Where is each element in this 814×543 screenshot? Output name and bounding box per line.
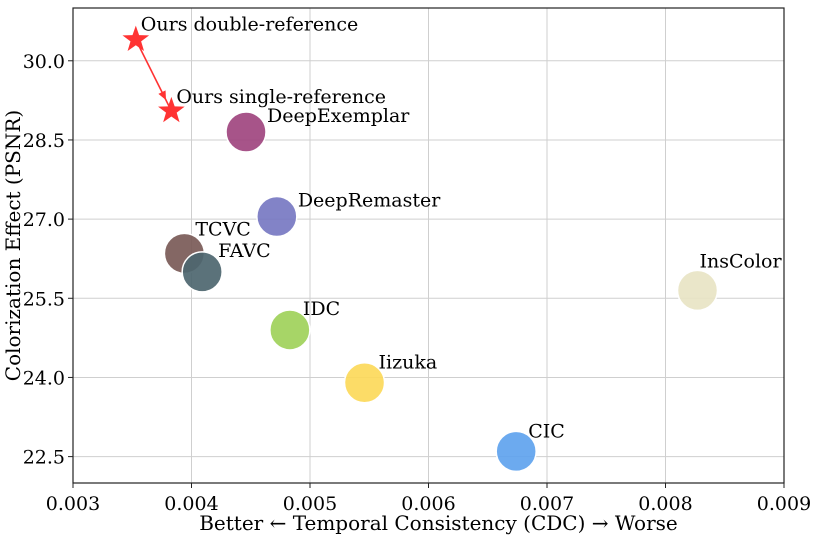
label-idc: IDC [303,298,340,320]
point-deepremaster [256,195,298,238]
y-tick-label: 27.0 [23,209,65,231]
y-tick-label: 28.5 [23,130,65,152]
point-ours-single-reference [158,96,185,123]
point-idc [269,309,311,351]
x-tick-label: 0.006 [401,493,455,515]
x-tick-label: 0.009 [757,493,811,515]
tick-labels: 0.003 0.004 0.005 0.006 0.007 0.008 0.009 22.5 2… [23,51,812,515]
label-iizuka: Iizuka [379,352,438,374]
point-inscolor [676,269,719,312]
x-tick-label: 0.004 [164,493,218,515]
label-ours-single-reference: Ours single-reference [176,86,386,108]
x-tick-label: 0.008 [638,493,692,515]
x-tick-label: 0.007 [520,493,574,515]
y-axis-label: Colorization Effect (PSNR) [1,110,25,381]
point-iizuka [343,361,386,404]
y-tick-label: 25.5 [23,288,65,310]
label-deepremaster: DeepRemaster [298,189,441,211]
label-cic: CIC [528,420,565,442]
ours-arrowhead [158,90,166,101]
label-favc: FAVC [218,240,271,262]
point-cic [495,430,537,473]
point-favc [181,251,223,293]
label-inscolor: InsColor [699,250,782,272]
point-deepexemplar [225,111,267,153]
label-tcvc: TCVC [195,218,250,240]
grid [72,8,785,483]
point-ours-double-reference [122,25,150,51]
ours-connector-line [135,39,173,112]
y-tick-label: 22.5 [23,447,65,469]
y-tick-label: 30.0 [23,51,65,73]
x-tick-label: 0.005 [283,493,337,515]
x-tick-label: 0.003 [46,493,100,515]
data-layer: Ours double-reference Ours single-referen… [122,14,782,473]
label-deepexemplar: DeepExemplar [267,105,410,127]
label-ours-double-reference: Ours double-reference [141,14,358,36]
y-tick-label: 24.0 [23,367,65,389]
x-axis-label: Better ← Temporal Consistency (CDC) → Wo… [199,511,678,535]
